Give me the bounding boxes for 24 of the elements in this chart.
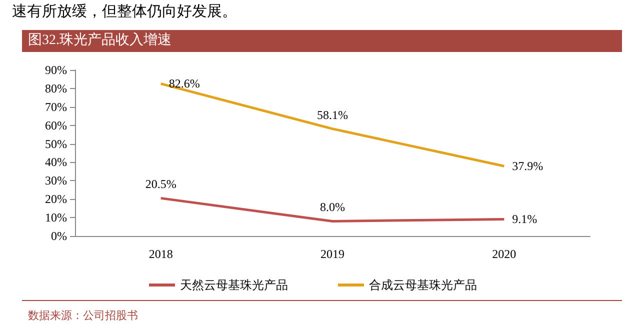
y-tick-label: 0% [51,229,67,243]
y-tick-label: 70% [45,100,67,114]
y-tick-label: 60% [45,118,67,132]
y-tick-label: 50% [45,136,67,151]
data-label: 20.5% [145,177,176,192]
data-label: 9.1% [512,212,538,226]
data-label: 82.6% [168,76,200,91]
y-tick-label: 20% [45,192,67,206]
y-tick-label: 30% [45,174,67,188]
chart-title: 图32.珠光产品收入增速 [22,30,622,52]
source-note: 数据来源：公司招股书 [28,309,138,323]
data-label: 8.0% [320,200,345,214]
y-tick-label: 40% [45,155,67,170]
legend-label: 合成云母基珠光产品 [369,278,477,292]
data-label: 37.9% [512,159,544,174]
y-tick-label: 80% [45,81,67,96]
x-tick-label: 2020 [492,247,516,261]
x-tick-label: 2019 [320,247,344,261]
y-tick-label: 10% [45,210,67,225]
text: 速有所放缓，但整体仍向好发展。 [12,2,237,21]
x-tick-label: 2018 [148,247,173,261]
y-tick-label: 90% [45,63,67,77]
data-label: 58.1% [317,108,348,122]
legend-label: 天然云母基珠光产品 [180,278,288,292]
